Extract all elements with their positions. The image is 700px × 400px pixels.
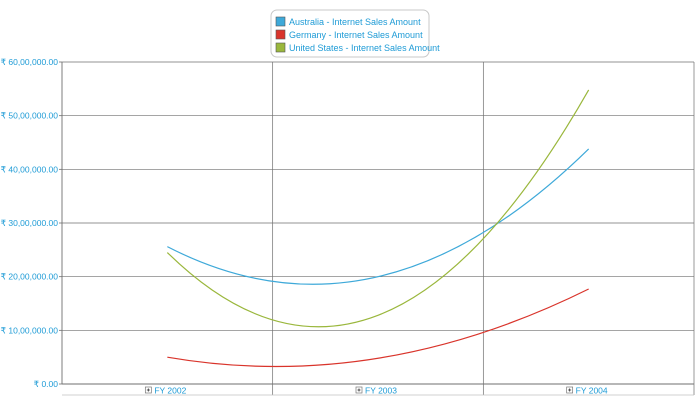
x-tick-label: FY 2002 [154, 386, 186, 396]
series-layer [165, 87, 591, 368]
y-tick-label: ₹ 20,00,000.00 [1, 272, 59, 282]
legend-swatch [275, 42, 286, 53]
x-tick-label: FY 2003 [365, 386, 397, 396]
y-tick-label: ₹ 30,00,000.00 [1, 218, 59, 228]
legend-entry-label[interactable]: Australia - Internet Sales Amount [289, 17, 421, 27]
data-point[interactable] [376, 313, 381, 318]
data-point[interactable] [165, 355, 170, 360]
legend-swatch [275, 16, 286, 27]
series-line[interactable] [166, 89, 590, 328]
y-tick-label: ₹ 40,00,000.00 [1, 164, 59, 174]
x-category-header[interactable]: FY 2002 [144, 386, 187, 396]
chart-gridlines [62, 61, 695, 395]
x-tick-label: FY 2004 [576, 386, 608, 396]
data-point[interactable] [376, 274, 381, 279]
legend-swatch [275, 29, 286, 40]
x-axis: FY 2002 FY 2003 FY 2004 [62, 383, 694, 396]
data-point[interactable] [165, 244, 170, 249]
y-tick-label: ₹ 0.00 [34, 379, 59, 389]
x-category-header[interactable]: FY 2004 [566, 386, 608, 396]
data-point[interactable] [165, 250, 170, 255]
data-point[interactable] [376, 356, 381, 361]
data-point[interactable] [586, 146, 591, 151]
series-line[interactable] [167, 148, 590, 285]
y-tick-label: ₹ 10,00,000.00 [1, 325, 59, 335]
y-axis: ₹ 0.00 ₹ 10,00,000.00 ₹ 20,00,000.00 ₹ 30,0… [1, 57, 63, 389]
data-point[interactable] [586, 287, 591, 292]
y-tick-label: ₹ 60,00,000.00 [1, 57, 59, 67]
legend-box [270, 9, 430, 58]
legend-entry-label[interactable]: Germany - Internet Sales Amount [289, 30, 423, 40]
y-tick-label: ₹ 50,00,000.00 [1, 111, 59, 121]
legend-entry-label[interactable]: United States - Internet Sales Amount [289, 43, 440, 53]
x-category-header[interactable]: FY 2003 [355, 386, 397, 396]
data-point[interactable] [586, 87, 591, 92]
series-line[interactable] [167, 288, 589, 368]
chart-legend: Australia - Internet Sales Amount Germany… [270, 9, 440, 58]
